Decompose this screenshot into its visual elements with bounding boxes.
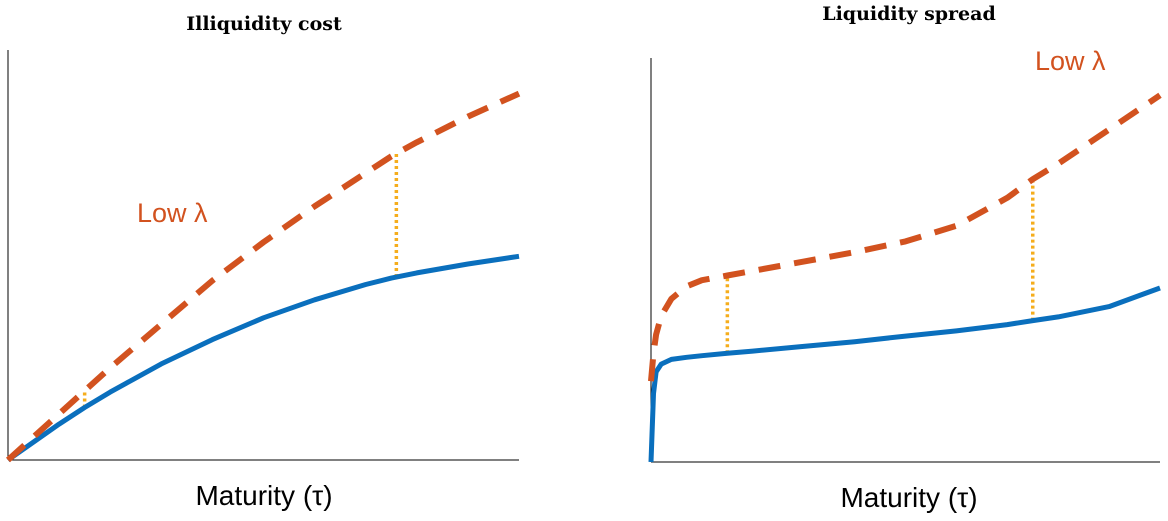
series-line-baseline (6, 253, 520, 463)
series-line-low-lambda (5, 90, 521, 463)
series-group (5, 90, 521, 463)
x-axis-label: Maturity (τ) (840, 482, 977, 513)
panel-illiquidity-cost: Illiquidity cost Low λ Maturity (τ) (5, 13, 521, 511)
chart-title: Liquidity spread (822, 3, 996, 25)
series-group (648, 92, 1162, 463)
panel-liquidity-spread: Liquidity spread Low λ Maturity (τ) (648, 3, 1162, 513)
annotation-label: Low λ (137, 198, 208, 228)
x-axis-label: Maturity (τ) (195, 480, 332, 511)
annotation-label: Low λ (1035, 46, 1106, 76)
series-line-low-lambda (648, 92, 1162, 382)
chart-title: Illiquidity cost (186, 13, 342, 35)
series-line-baseline (648, 285, 1161, 463)
